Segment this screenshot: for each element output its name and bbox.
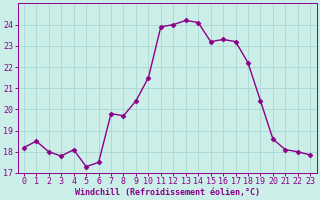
- X-axis label: Windchill (Refroidissement éolien,°C): Windchill (Refroidissement éolien,°C): [75, 188, 260, 197]
